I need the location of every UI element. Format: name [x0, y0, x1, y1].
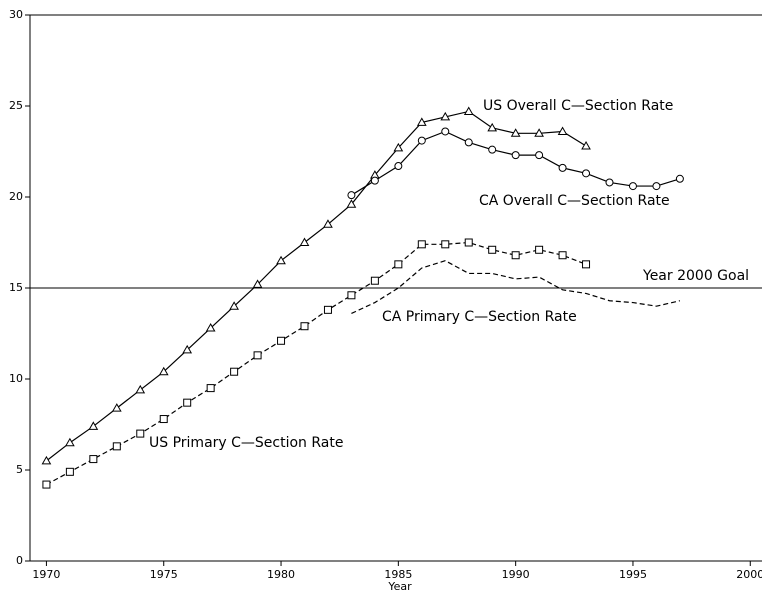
series-label: US Overall C—Section Rate — [483, 98, 673, 114]
point-marker — [487, 122, 498, 132]
x-tick-label: 1980 — [267, 568, 295, 581]
point-marker — [582, 260, 591, 269]
point-marker — [464, 238, 473, 247]
y-tick-label: 5 — [16, 463, 23, 476]
point-marker — [558, 251, 567, 260]
point-marker — [276, 255, 286, 265]
point-marker — [394, 162, 403, 171]
point-marker — [323, 219, 333, 228]
point-marker — [370, 276, 379, 285]
point-marker — [417, 240, 426, 249]
x-tick-label: 1995 — [619, 568, 647, 581]
point-marker — [136, 429, 145, 438]
series-line — [351, 260, 681, 315]
point-marker — [346, 199, 357, 208]
point-marker — [488, 245, 497, 254]
x-tick-label: 1970 — [32, 568, 60, 581]
point-marker — [135, 384, 146, 394]
y-tick-label: 15 — [9, 281, 23, 294]
point-marker — [112, 442, 121, 451]
point-marker — [558, 163, 567, 172]
point-marker — [229, 301, 239, 310]
point-marker — [488, 145, 497, 154]
point-marker — [416, 117, 427, 126]
series-label: CA Overall C—Section Rate — [479, 193, 670, 209]
point-marker — [182, 344, 193, 354]
point-marker — [65, 467, 74, 476]
x-tick-label: 1985 — [384, 568, 412, 581]
point-marker — [42, 480, 51, 489]
goal-label: Year 2000 Goal — [642, 268, 749, 284]
point-marker — [393, 142, 404, 152]
series-label: CA Primary C—Section Rate — [382, 309, 577, 325]
series-label: US Primary C—Section Rate — [149, 435, 343, 451]
point-marker — [605, 178, 614, 187]
y-tick-label: 25 — [9, 99, 23, 112]
point-marker — [159, 415, 168, 424]
x-tick-label: 1990 — [502, 568, 530, 581]
y-tick-label: 20 — [9, 190, 23, 203]
point-marker — [535, 151, 544, 160]
point-marker — [557, 126, 568, 135]
point-marker — [511, 151, 520, 160]
point-marker — [65, 437, 75, 447]
point-marker — [253, 351, 262, 360]
point-marker — [464, 138, 473, 147]
y-tick-label: 30 — [9, 8, 23, 21]
point-marker — [205, 323, 216, 332]
point-marker — [41, 455, 52, 465]
point-marker — [347, 191, 356, 200]
y-tick-label: 10 — [9, 372, 23, 385]
point-marker — [441, 127, 450, 136]
point-marker — [582, 169, 591, 178]
point-marker — [581, 141, 591, 150]
point-marker — [440, 111, 451, 121]
series-line — [46, 110, 587, 462]
point-marker — [252, 279, 263, 288]
point-marker — [463, 106, 474, 115]
x-tick-label: 1975 — [150, 568, 178, 581]
point-marker — [183, 398, 192, 407]
point-marker — [510, 128, 521, 137]
y-tick-label: 0 — [16, 554, 23, 567]
point-marker — [511, 251, 520, 260]
point-marker — [535, 245, 544, 254]
point-marker — [300, 322, 309, 331]
point-marker — [323, 305, 332, 314]
point-marker — [675, 174, 684, 183]
point-marker — [206, 384, 215, 393]
point-marker — [158, 366, 169, 376]
point-marker — [652, 182, 661, 191]
point-marker — [347, 291, 356, 300]
point-marker — [299, 237, 310, 246]
point-marker — [370, 176, 379, 185]
x-tick-label: 2000 — [736, 568, 762, 581]
point-marker — [89, 455, 98, 464]
point-marker — [441, 240, 450, 249]
point-marker — [230, 367, 239, 376]
point-marker — [277, 336, 286, 345]
point-marker — [417, 136, 426, 145]
x-axis-label: Year — [387, 580, 412, 593]
point-marker — [88, 421, 99, 430]
point-marker — [628, 182, 637, 191]
point-marker — [394, 260, 403, 269]
point-marker — [111, 403, 122, 412]
point-marker — [534, 128, 544, 137]
